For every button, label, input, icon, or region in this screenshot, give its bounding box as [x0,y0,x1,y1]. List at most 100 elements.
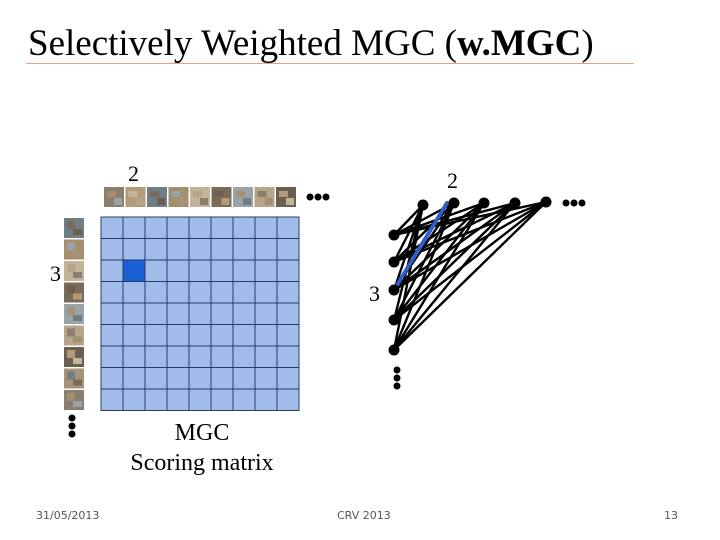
matrix-cell [276,259,300,282]
matrix-cell [232,367,256,390]
footer-venue: CRV 2013 [337,509,391,522]
matrix-cell [100,345,124,368]
matrix-cell [254,238,278,261]
title-text: Selectively Weighted MGC ( [28,23,457,64]
matrix-cell [188,281,212,304]
graph-node [478,197,490,209]
image-patch [211,187,232,207]
matrix-cell [210,259,234,282]
matrix-cell [144,345,168,368]
matrix-cell [100,367,124,390]
graph-edge [393,202,485,321]
image-patch [64,347,84,367]
matrix-cell [100,238,124,261]
matrix-cell [100,259,124,282]
matrix-cell [276,281,300,304]
matrix-cell [144,281,168,304]
image-patch [64,218,84,238]
matrix-cell [122,302,146,325]
matrix-cell [276,367,300,390]
matrix-cell [254,367,278,390]
image-patch [64,390,84,410]
matrix-cell [232,302,256,325]
graph-edge [393,200,547,237]
title-close: ) [581,23,594,64]
bipartite-graph [388,196,552,356]
graph-edge [392,204,425,291]
matrix-cell [166,238,190,261]
graph-node [448,197,460,209]
graph-edge [392,204,425,263]
matrix-cell [232,388,256,411]
graph-edge [393,201,547,351]
highlighted-edge [392,201,449,292]
image-patch [125,187,146,207]
title-underline [26,63,634,64]
image-patch [168,187,189,207]
graph-column-label: 2 [447,168,458,193]
matrix-cell [122,345,146,368]
graph-node [388,344,400,356]
matrix-cell [100,324,124,347]
matrix-cell [254,216,278,239]
matrix-cell [166,367,190,390]
matrix-cell [276,388,300,411]
matrix-cell [166,259,190,282]
graph-node [540,196,552,208]
matrix-cell [254,388,278,411]
footer-page-number: 13 [664,509,678,522]
matrix-cell [210,388,234,411]
matrix-cell [166,324,190,347]
matrix-cell [254,302,278,325]
matrix-cell [210,324,234,347]
matrix-cell [276,345,300,368]
image-patch [276,187,296,207]
matrix-cell [210,238,234,261]
caption-line-2: Scoring matrix [130,450,274,476]
title-bold-text: w.MGC [456,23,582,64]
matrix-cell [122,367,146,390]
image-patch [64,239,84,260]
graph-edge [392,204,425,351]
graph-edge [393,201,547,321]
matrix-cell [188,367,212,390]
matrix-cell [100,302,124,325]
row-count-label: 3 [50,261,61,286]
matrix-cell [144,324,168,347]
graph-edge [392,202,486,351]
image-patch [190,187,210,207]
image-patch [147,187,167,207]
matrix-cell [254,281,278,304]
matrix-cell [210,281,234,304]
image-patch [64,368,84,389]
matrix-cell [188,259,212,282]
graph-node [417,199,429,211]
matrix-cell [166,302,190,325]
matrix-cell [144,388,168,411]
image-patch-strip-left [64,218,84,410]
matrix-cell [144,302,168,325]
matrix-cell [276,238,300,261]
matrix-cell [254,345,278,368]
footer-date: 31/05/2013 [36,509,100,522]
matrix-cell [166,216,190,239]
matrix-cell [232,216,256,239]
matrix-cell [254,324,278,347]
matrix-cell [188,238,212,261]
caption-line-1: MGC [174,420,230,446]
scoring-matrix [100,216,300,411]
graph-row-label: 3 [369,281,380,306]
matrix-cell [122,238,146,261]
highlighted-matrix-cell [122,259,146,282]
matrix-cell [122,324,146,347]
matrix-cell [122,281,146,304]
matrix-cell [232,324,256,347]
graph-node [388,314,400,326]
matrix-cell [144,367,168,390]
matrix-cell [144,216,168,239]
image-patch [64,304,84,324]
image-patch [254,187,275,207]
matrix-cell [188,345,212,368]
matrix-cell [254,259,278,282]
